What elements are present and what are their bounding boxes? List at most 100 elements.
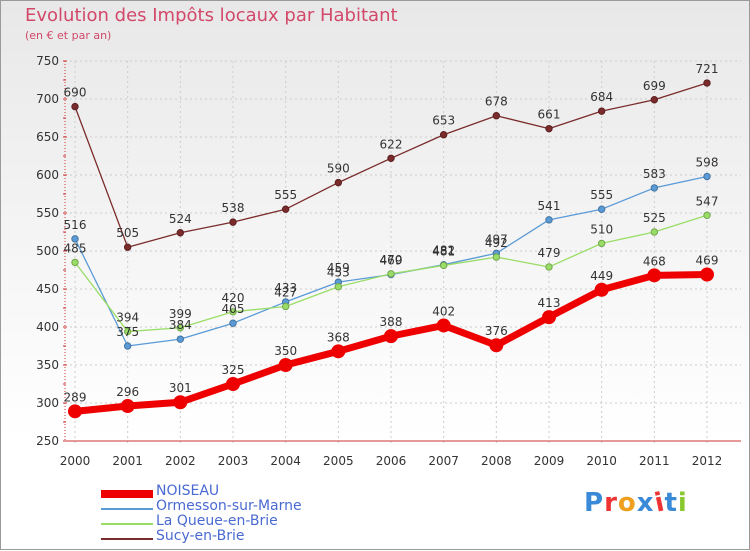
data-label: 449 [590,269,613,283]
x-tick-label: 2005 [323,454,354,468]
data-point [387,154,395,162]
data-point [492,253,501,261]
data-label: 678 [485,95,508,109]
data-point [229,218,237,226]
data-point [650,184,659,192]
y-tick-label: 250 [36,434,59,448]
data-point [647,268,662,283]
data-point [650,96,659,104]
data-label: 399 [169,307,192,321]
data-label: 590 [327,162,350,176]
data-label: 453 [327,266,350,280]
data-point [439,261,448,270]
data-point [492,112,501,120]
data-label: 481 [432,244,455,258]
data-point [700,267,714,282]
data-point [545,216,553,224]
data-label: 470 [380,253,403,267]
data-label: 555 [590,188,613,202]
data-label: 350 [274,344,297,358]
y-tick-label: 300 [36,396,59,410]
x-tick-label: 2011 [639,454,670,468]
data-label: 684 [590,90,613,104]
data-point [703,79,711,87]
data-label: 583 [643,167,666,181]
data-point [71,235,79,243]
data-label: 525 [643,211,666,225]
legend-swatch [101,538,153,540]
data-label: 368 [327,330,350,344]
data-label: 505 [116,226,139,240]
data-point [384,329,398,344]
data-label: 468 [643,254,666,268]
data-label: 485 [64,241,87,255]
data-point [278,358,293,372]
x-tick-label: 2009 [534,454,565,468]
data-point [489,338,504,353]
data-label: 497 [485,232,508,246]
x-tick-label: 2001 [112,454,143,468]
data-point [594,282,609,297]
y-tick-label: 700 [36,92,59,106]
data-point [331,344,346,359]
data-point [542,310,556,325]
data-label: 296 [116,385,139,399]
data-point [387,270,395,278]
legend-label: La Queue-en-Brie [156,513,278,529]
data-label: 427 [274,285,297,299]
data-label: 469 [696,254,719,268]
data-label: 301 [169,381,192,395]
grid-layer [65,60,741,445]
data-label: 622 [380,137,403,151]
data-point [176,324,185,332]
data-point [545,124,553,133]
y-tick-label: 350 [36,358,59,372]
data-label: 510 [590,222,613,236]
data-point [545,263,553,271]
data-point [176,335,185,343]
data-label: 555 [274,188,297,202]
x-tick-label: 2003 [218,454,249,468]
data-label: 402 [432,304,455,318]
data-point [650,228,659,236]
data-point [226,377,240,391]
legend-label: Ormesson-sur-Marne [156,498,302,514]
x-tick-label: 2010 [586,454,617,468]
data-label: 661 [538,108,561,122]
data-label: 541 [538,199,561,213]
x-tick-label: 2007 [428,454,459,468]
data-label: 492 [485,236,508,250]
x-tick-label: 2012 [692,454,723,468]
data-label: 405 [222,302,245,316]
chart-title: Evolution des Impôts locaux par Habitant [25,5,398,26]
x-tick-label: 2004 [270,454,301,468]
data-label: 482 [432,244,455,258]
data-label: 538 [222,201,245,215]
data-label: 479 [538,246,561,260]
data-label: 388 [380,315,403,329]
x-tick-label: 2008 [481,454,512,468]
data-point [123,327,132,336]
data-point [229,308,237,316]
data-label: 420 [222,291,245,305]
data-point [176,229,185,237]
data-point [281,302,290,311]
x-tick-label: 2000 [60,454,91,468]
y-tick-label: 550 [36,206,59,220]
data-label: 516 [64,218,87,232]
legend-label: Sucy-en-Brie [156,528,245,544]
legend-swatch [101,490,153,498]
y-tick-label: 650 [36,130,59,144]
data-point [334,178,343,187]
data-label: 433 [274,281,297,295]
y-tick-label: 600 [36,168,59,182]
data-point [436,318,451,333]
series-layer [68,79,714,419]
data-label: 524 [169,212,192,226]
legend-swatch [101,523,153,525]
data-point [597,107,606,115]
data-point [439,131,448,139]
data-label: 394 [116,311,139,325]
